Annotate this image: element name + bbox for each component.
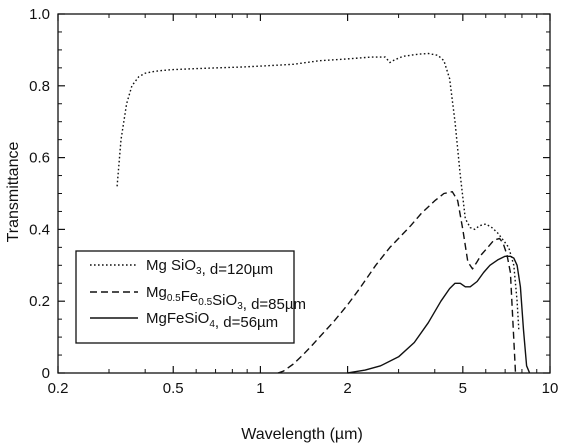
y-tick-label: 0.6 bbox=[29, 150, 50, 167]
legend-box bbox=[75, 250, 295, 344]
x-tick-label: 1 bbox=[256, 380, 264, 397]
y-tick-label: 0.4 bbox=[29, 221, 50, 238]
legend-label-2: Mg0.5Fe0.5SiO3, d=85µm bbox=[146, 284, 306, 313]
legend-label-1: Mg SiO3, d=120µm bbox=[146, 257, 273, 278]
y-axis-title: Transmittance bbox=[5, 142, 22, 243]
y-tick-label: 1.0 bbox=[29, 6, 50, 23]
series-line-1 bbox=[116, 52, 520, 330]
legend-label-3: MgFeSiO4, d=56µm bbox=[146, 310, 278, 331]
x-tick-label: 2 bbox=[343, 380, 351, 397]
series-line-2 bbox=[277, 191, 517, 374]
x-tick-label: 0.5 bbox=[163, 380, 184, 397]
y-tick-label: 0 bbox=[42, 365, 50, 382]
legend: Mg SiO3, d=120µm Mg0.5Fe0.5SiO3, d=85µmMg… bbox=[75, 250, 306, 344]
series-line-3 bbox=[347, 255, 531, 374]
y-tick-label: 0.2 bbox=[29, 293, 50, 310]
x-axis-title: Wavelength (µm) bbox=[241, 426, 363, 443]
x-tick-label: 0.2 bbox=[48, 380, 69, 397]
y-tick-label: 0.8 bbox=[29, 78, 50, 95]
series-layer bbox=[116, 52, 531, 374]
x-tick-label: 10 bbox=[542, 380, 559, 397]
x-tick-label: 5 bbox=[459, 380, 467, 397]
